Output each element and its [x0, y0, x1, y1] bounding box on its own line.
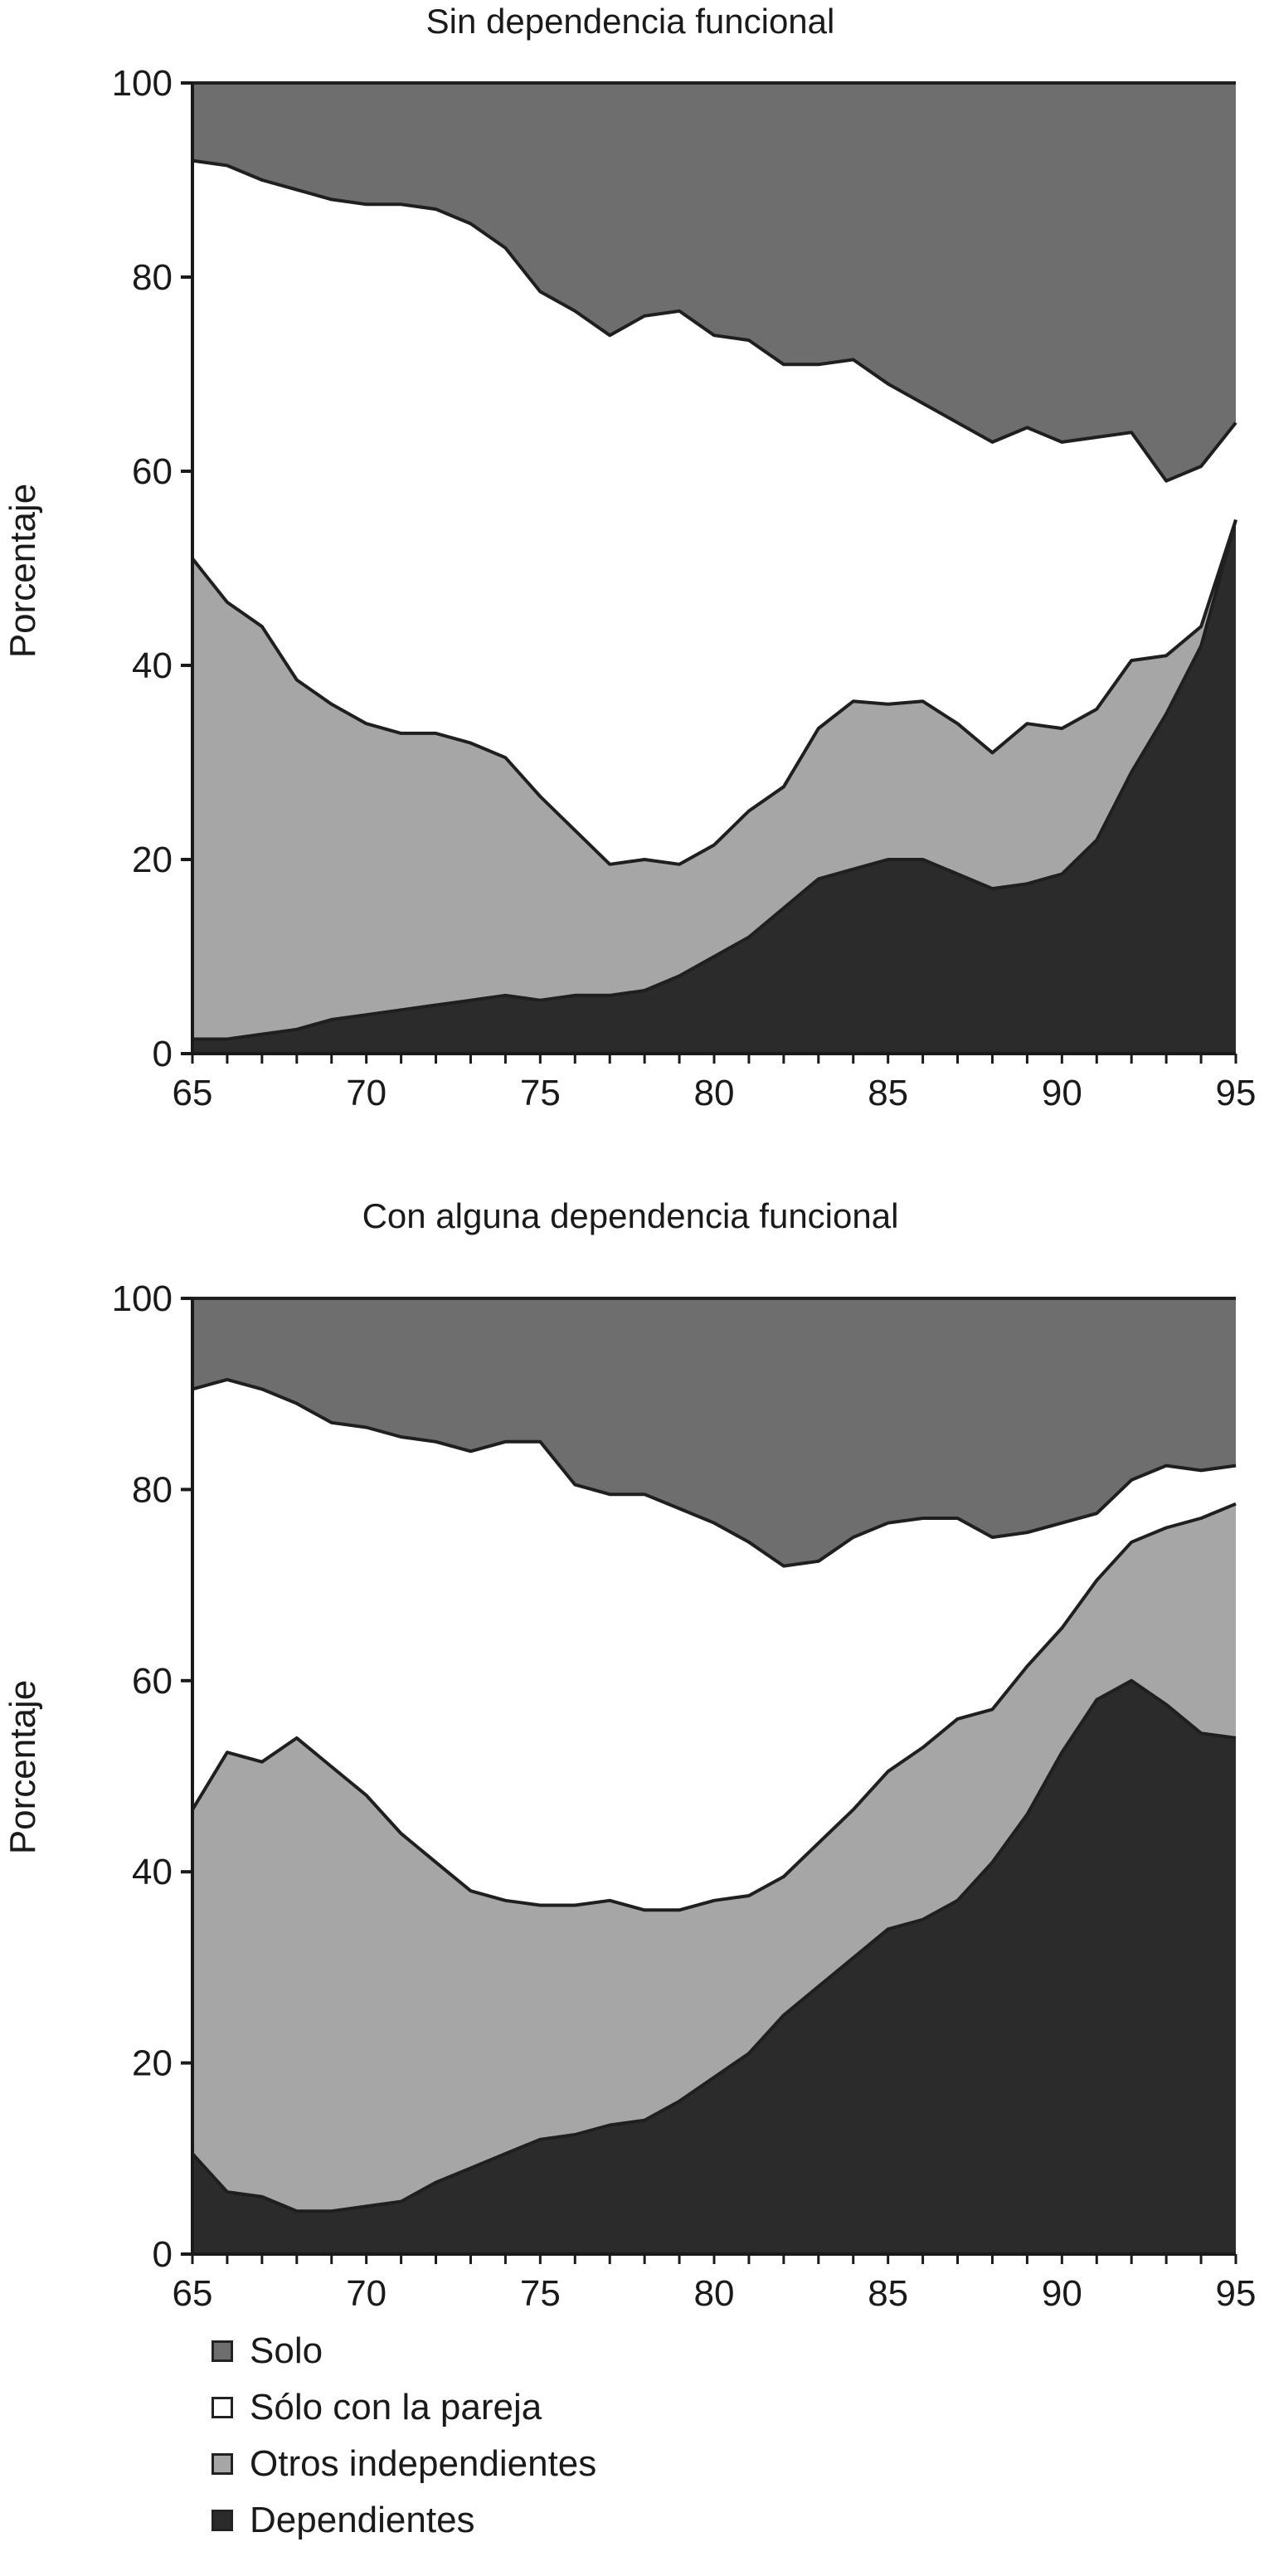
x-tick-label: 90 — [1042, 2273, 1082, 2314]
legend-swatch — [212, 2340, 233, 2362]
area-solo — [192, 1298, 1236, 1566]
legend-item-solo: Solo — [212, 2323, 958, 2379]
legend: Solo Sólo con la pareja Otros independie… — [212, 2323, 958, 2549]
area-solo-con-la-pareja — [192, 160, 1236, 864]
legend-label: Sólo con la pareja — [250, 2387, 542, 2427]
series-line-dependientes — [192, 519, 1237, 1041]
chart-con-dependencia: Con alguna dependencia funcional Porcent… — [2, 1196, 1256, 2314]
area-dependientes — [192, 1680, 1236, 2254]
y-tick-label: 20 — [132, 2043, 173, 2084]
legend-item-otros-independientes: Otros independientes — [212, 2436, 958, 2492]
x-tick-label: 70 — [346, 1073, 387, 1113]
area-otros-independientes — [192, 519, 1236, 1040]
area-otros-independientes — [192, 1503, 1236, 2212]
area-layers — [192, 83, 1236, 1054]
y-tick-label: 100 — [112, 63, 173, 104]
series-line-solo-con-la-pareja — [192, 1377, 1237, 1568]
y-tick-label: 80 — [132, 1469, 173, 1510]
series-line-otros-independientes — [191, 1502, 1237, 1912]
y-tick-label: 60 — [132, 1661, 173, 1702]
legend-swatch — [212, 2453, 233, 2475]
legend-swatch — [212, 2397, 233, 2418]
x-tick-label: 75 — [520, 2273, 561, 2314]
legend-item-solo-con-la-pareja: Sólo con la pareja — [212, 2379, 958, 2436]
y-tick-label: 0 — [153, 1034, 173, 1074]
y-tick-label: 40 — [132, 1852, 173, 1892]
legend-item-dependientes: Dependientes — [212, 2492, 958, 2549]
y-tick-label: 60 — [132, 451, 173, 492]
y-tick-label: 80 — [132, 257, 173, 298]
area-layers — [192, 1298, 1236, 2254]
legend-swatch — [212, 2510, 233, 2531]
x-tick-label: 70 — [346, 2273, 387, 2314]
legend-label: Dependientes — [250, 2500, 475, 2540]
series-line-dependientes — [191, 1678, 1237, 2213]
chart-title: Sin dependencia funcional — [426, 2, 835, 41]
x-tick-label: 95 — [1216, 2273, 1257, 2314]
y-axis-label: Porcentaje — [2, 1680, 43, 1854]
y-tick-label: 100 — [112, 1278, 173, 1319]
x-tick-label: 75 — [520, 1073, 561, 1113]
x-tick-label: 85 — [868, 1073, 908, 1113]
series-line-solo-con-la-pareja — [192, 158, 1237, 483]
x-tick-label: 85 — [868, 2273, 908, 2314]
area-solo-con-la-pareja — [192, 1379, 1236, 1911]
y-tick-label: 0 — [153, 2234, 173, 2275]
x-tick-label: 65 — [173, 2273, 213, 2314]
y-axis-label: Porcentaje — [2, 484, 43, 658]
x-tick-label: 80 — [694, 2273, 735, 2314]
area-solo — [192, 83, 1236, 481]
y-tick-label: 40 — [132, 645, 173, 686]
y-tick-label: 20 — [132, 840, 173, 880]
chart-sin-dependencia: Sin dependencia funcional Porcentaje 0 20… — [2, 2, 1256, 1113]
x-tick-label: 80 — [694, 1073, 735, 1113]
legend-label: Solo — [250, 2330, 323, 2371]
chart-title: Con alguna dependencia funcional — [362, 1196, 899, 1235]
legend-label: Otros independientes — [250, 2443, 597, 2484]
area-dependientes — [192, 519, 1236, 1054]
x-tick-label: 90 — [1042, 1073, 1082, 1113]
x-tick-label: 65 — [173, 1073, 213, 1113]
series-line-otros-independientes — [191, 519, 1237, 866]
x-tick-label: 95 — [1216, 1073, 1257, 1113]
